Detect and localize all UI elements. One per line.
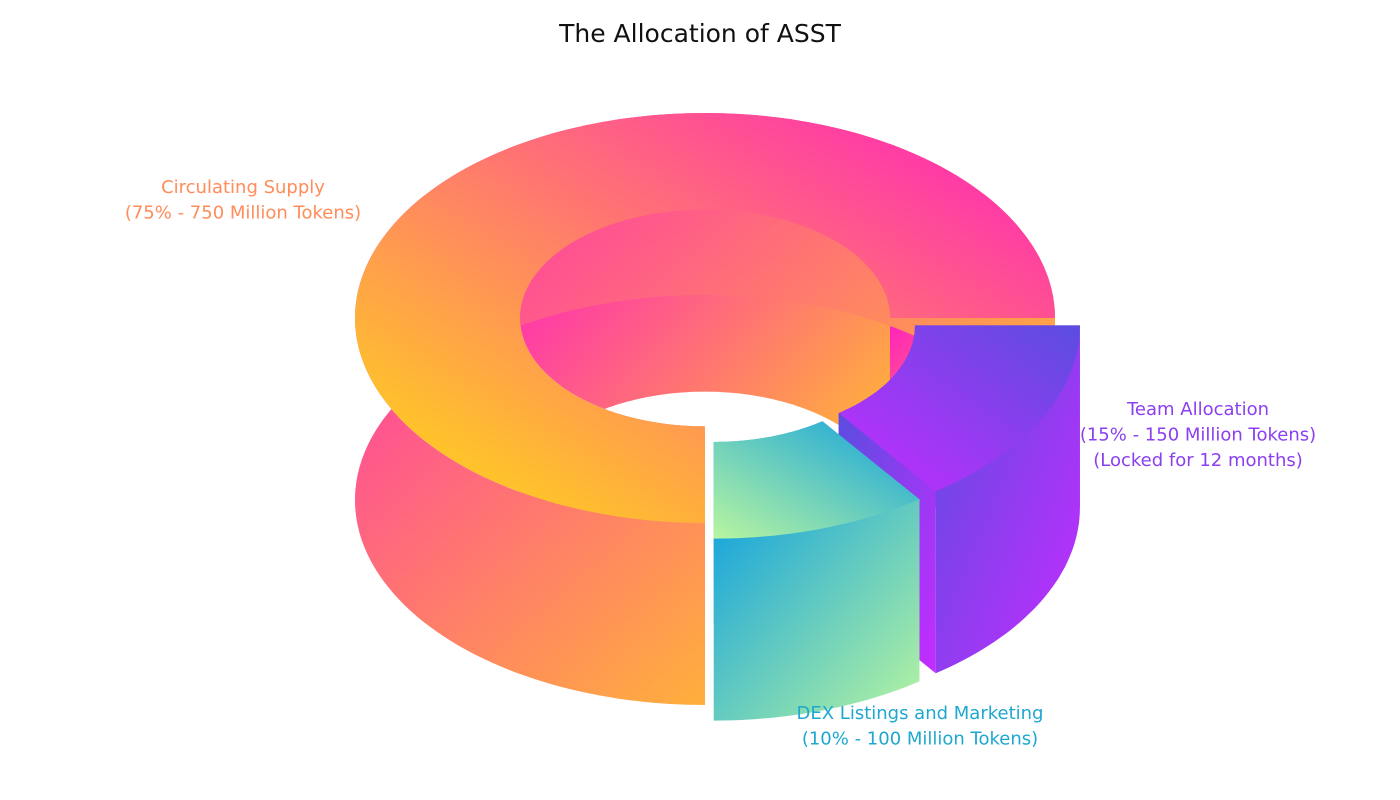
slice-outer-wall <box>713 499 920 721</box>
slice-value-label: (10% - 100 Million Tokens) <box>802 729 1038 750</box>
slice-label: DEX Listings and Marketing <box>797 703 1044 724</box>
slice-label: Team Allocation <box>1126 399 1269 420</box>
slice-top <box>713 421 920 539</box>
slice <box>713 421 920 721</box>
slice-top <box>838 325 1080 492</box>
chart-title: The Allocation of ASST <box>558 19 842 48</box>
slice-value-label: (15% - 150 Million Tokens) <box>1080 425 1316 446</box>
slice-top <box>355 113 1055 523</box>
slice-outer-wall <box>935 325 1080 674</box>
slice-label: Circulating Supply <box>161 177 325 198</box>
slice-value-label: (75% - 750 Million Tokens) <box>125 203 361 224</box>
slice-annotation: (Locked for 12 months) <box>1093 450 1303 471</box>
